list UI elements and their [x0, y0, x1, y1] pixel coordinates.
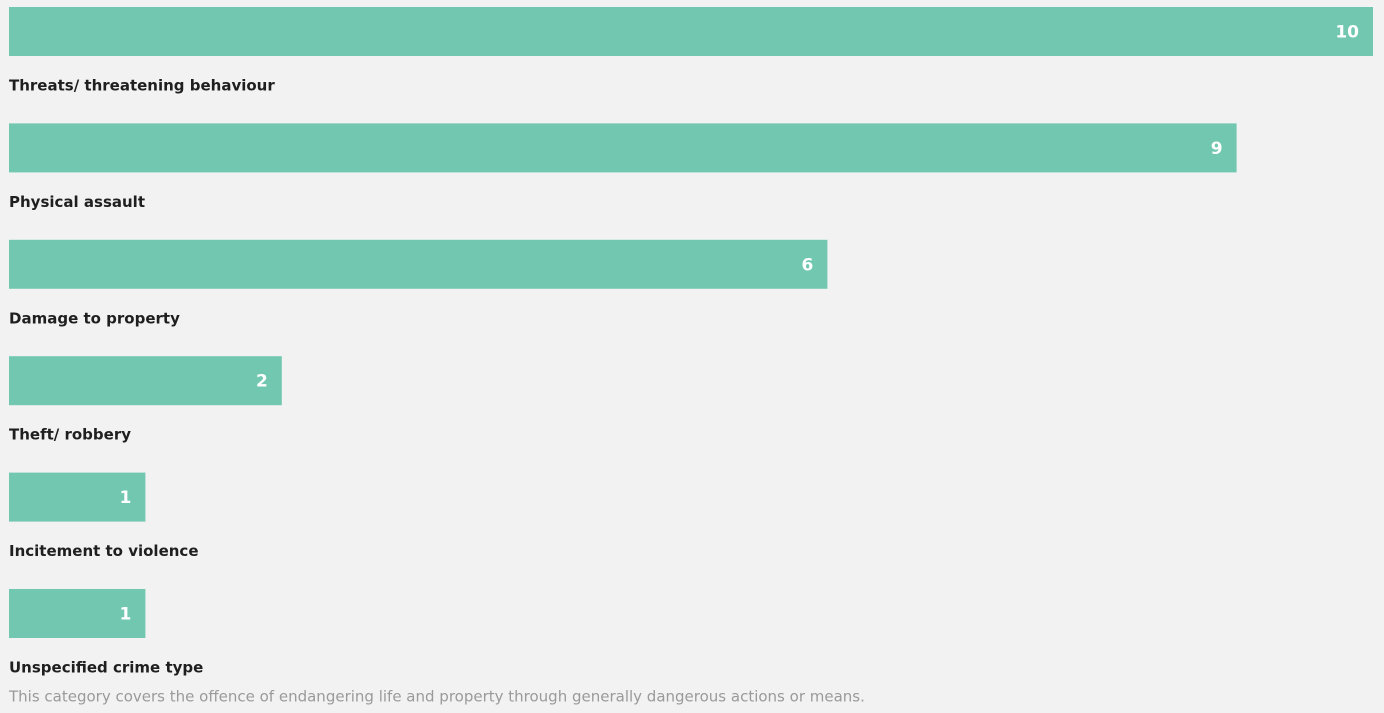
bar	[9, 356, 282, 406]
category-label: Threats/ threatening behaviour	[9, 77, 275, 95]
bar	[9, 7, 1373, 56]
category-label: Incitement to violence	[9, 542, 199, 560]
value-label: 2	[256, 372, 268, 392]
bar	[9, 123, 1237, 173]
category-label: Theft/ robbery	[9, 426, 131, 444]
value-label: 9	[1211, 139, 1223, 159]
value-label: 6	[802, 255, 814, 275]
category-label: Physical assault	[9, 193, 145, 211]
bar	[9, 472, 146, 522]
bar	[9, 589, 146, 638]
category-note: This category covers the offence of enda…	[8, 688, 865, 706]
value-label: 10	[1335, 23, 1359, 43]
bar	[9, 239, 828, 289]
value-label: 1	[120, 605, 132, 625]
category-label: Damage to property	[9, 309, 180, 327]
category-label: Unspecified crime type	[9, 659, 203, 677]
value-label: 1	[120, 488, 132, 508]
